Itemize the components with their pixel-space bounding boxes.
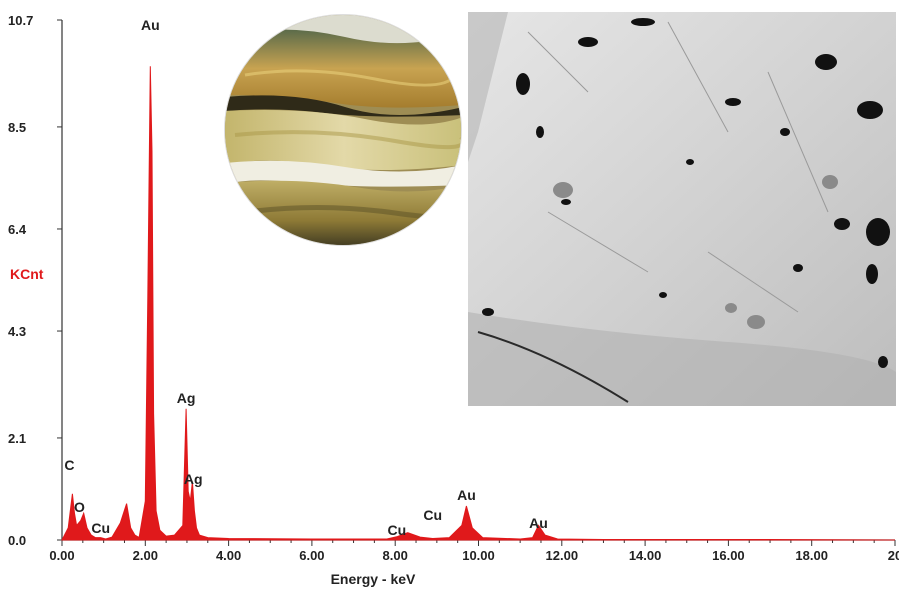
peak-label: Au xyxy=(529,515,548,531)
y-tick-label: 2.1 xyxy=(8,431,26,446)
peak-label: O xyxy=(74,499,85,515)
y-tick-label: 0.0 xyxy=(8,533,26,548)
x-tick-label: 4.00 xyxy=(216,548,241,563)
peak-label: Cu xyxy=(388,522,407,538)
x-axis-label: Energy - keV xyxy=(331,571,416,587)
y-tick-label: 6.4 xyxy=(8,222,27,237)
y-tick-label: 4.3 xyxy=(8,324,26,339)
sem-micrograph-inset xyxy=(468,12,896,406)
peak-label: Ag xyxy=(177,390,196,406)
x-tick-label: 18.00 xyxy=(795,548,828,563)
peak-label: Ag xyxy=(184,471,203,487)
peak-label: C xyxy=(64,457,74,473)
optical-micrograph-inset xyxy=(224,14,462,246)
peak-labels: Au Ag Ag C O Cu Cu Cu Au Au xyxy=(64,17,547,538)
x-tick-label: 10.00 xyxy=(462,548,495,563)
x-tick-label: 20 xyxy=(888,548,899,563)
peak-label: Au xyxy=(141,17,160,33)
x-tick-label: 16.00 xyxy=(712,548,745,563)
y-axis-label: KCnt xyxy=(10,266,44,282)
x-tick-label: 2.00 xyxy=(133,548,158,563)
x-tick-label: 6.00 xyxy=(299,548,324,563)
peak-label: Au xyxy=(457,487,476,503)
peak-label: Cu xyxy=(91,520,110,536)
spectrum-series xyxy=(61,66,896,541)
y-tick-label: 8.5 xyxy=(8,120,26,135)
spectrum-area xyxy=(61,66,896,541)
y-tick-label: 10.7 xyxy=(8,13,33,28)
x-tick-label: 8.00 xyxy=(383,548,408,563)
x-tick-label: 14.00 xyxy=(629,548,662,563)
x-tick-label: 0.00 xyxy=(49,548,74,563)
peak-label: Cu xyxy=(423,507,442,523)
x-tick-label: 12.00 xyxy=(546,548,579,563)
